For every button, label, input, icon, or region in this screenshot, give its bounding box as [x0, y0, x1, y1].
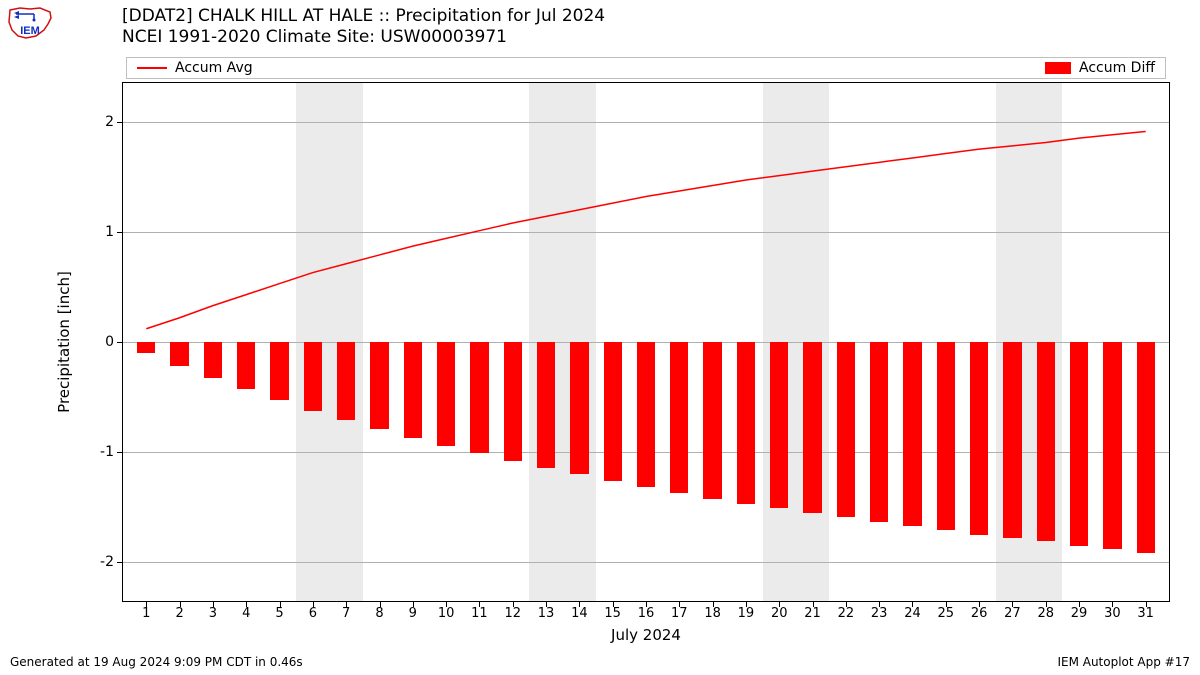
- xtick-label: 15: [604, 606, 621, 621]
- ytick-mark: [117, 122, 122, 123]
- plot-area: [122, 82, 1170, 602]
- legend-line-label: Accum Avg: [175, 60, 253, 76]
- xtick-label: 5: [275, 606, 283, 621]
- footer-generated: Generated at 19 Aug 2024 9:09 PM CDT in …: [10, 655, 303, 669]
- legend: Accum Avg Accum Diff: [126, 57, 1166, 79]
- iem-logo: IEM: [6, 4, 54, 42]
- xtick-label: 25: [938, 606, 955, 621]
- chart-title-line1: [DDAT2] CHALK HILL AT HALE :: Precipitat…: [122, 6, 605, 27]
- xtick-label: 31: [1137, 606, 1154, 621]
- ytick-label: -1: [54, 444, 114, 460]
- x-axis-label: July 2024: [611, 626, 681, 644]
- legend-line-swatch: [137, 67, 167, 69]
- xtick-label: 24: [904, 606, 921, 621]
- xtick-label: 12: [504, 606, 521, 621]
- chart-title: [DDAT2] CHALK HILL AT HALE :: Precipitat…: [122, 6, 605, 49]
- xtick-label: 2: [175, 606, 183, 621]
- xtick-label: 1: [142, 606, 150, 621]
- xtick-label: 4: [242, 606, 250, 621]
- chart-title-line2: NCEI 1991-2020 Climate Site: USW00003971: [122, 27, 605, 48]
- xtick-label: 18: [704, 606, 721, 621]
- ytick-label: -2: [54, 554, 114, 570]
- legend-bar-label: Accum Diff: [1079, 60, 1155, 76]
- xtick-label: 6: [309, 606, 317, 621]
- xtick-label: 30: [1104, 606, 1121, 621]
- xtick-label: 3: [209, 606, 217, 621]
- xtick-label: 27: [1004, 606, 1021, 621]
- xtick-label: 16: [638, 606, 655, 621]
- xtick-label: 28: [1037, 606, 1054, 621]
- ytick-mark: [117, 452, 122, 453]
- ytick-mark: [117, 232, 122, 233]
- xtick-label: 17: [671, 606, 688, 621]
- xtick-label: 8: [375, 606, 383, 621]
- ytick-mark: [117, 562, 122, 563]
- legend-bar-swatch: [1045, 62, 1071, 74]
- xtick-label: 23: [871, 606, 888, 621]
- xtick-label: 9: [409, 606, 417, 621]
- xtick-label: 7: [342, 606, 350, 621]
- footer-app: IEM Autoplot App #17: [1057, 655, 1190, 669]
- xtick-label: 11: [471, 606, 488, 621]
- xtick-label: 29: [1071, 606, 1088, 621]
- xtick-label: 13: [538, 606, 555, 621]
- ytick-label: 2: [54, 114, 114, 130]
- ytick-label: 1: [54, 224, 114, 240]
- line-series: [123, 83, 1169, 601]
- ytick-label: 0: [54, 334, 114, 350]
- xtick-label: 26: [971, 606, 988, 621]
- xtick-label: 14: [571, 606, 588, 621]
- xtick-label: 22: [838, 606, 855, 621]
- xtick-label: 20: [771, 606, 788, 621]
- svg-text:IEM: IEM: [20, 25, 40, 37]
- xtick-label: 21: [804, 606, 821, 621]
- xtick-label: 19: [738, 606, 755, 621]
- xtick-label: 10: [438, 606, 455, 621]
- ytick-mark: [117, 342, 122, 343]
- legend-item-line: Accum Avg: [137, 60, 253, 76]
- legend-item-bar: Accum Diff: [1045, 60, 1155, 76]
